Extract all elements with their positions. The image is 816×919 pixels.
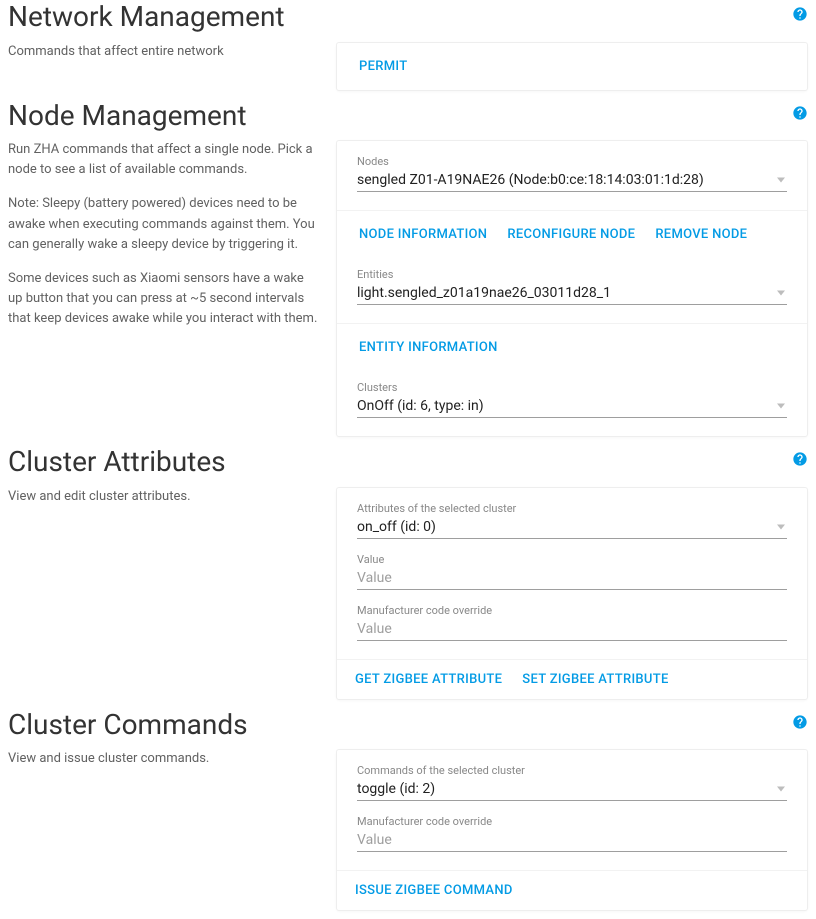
chevron-down-icon [777, 291, 785, 296]
cmds-title: Cluster Commands [8, 708, 320, 742]
issue-command-button[interactable]: Issue Zigbee Command [353, 879, 515, 902]
attrs-mfg-label: Manufacturer code override [357, 604, 787, 617]
chevron-down-icon [777, 178, 785, 183]
attrs-value-input[interactable] [357, 567, 787, 590]
remove-node-button[interactable]: Remove Node [653, 223, 749, 246]
node-desc-1: Run ZHA commands that affect a single no… [8, 140, 320, 180]
node-heading-row: Node Management [8, 99, 808, 133]
help-icon[interactable] [792, 6, 808, 22]
attributes-select[interactable]: on_off (id: 0) [357, 516, 787, 539]
network-section: Commands that affect entire network Perm… [8, 42, 808, 91]
nodes-label: Nodes [357, 155, 787, 168]
clusters-select[interactable]: OnOff (id: 6, type: in) [357, 395, 787, 418]
nodes-select[interactable]: sengled Z01-A19NAE26 (Node:b0:ce:18:14:0… [357, 169, 787, 192]
network-heading-row: Network Management [8, 0, 808, 34]
network-desc: Commands that affect entire network [8, 42, 320, 62]
node-desc-2: Note: Sleepy (battery powered) devices n… [8, 194, 320, 254]
cmds-field-label: Commands of the selected cluster [357, 764, 787, 777]
cmds-desc: View and issue cluster commands. [8, 749, 320, 769]
clusters-label: Clusters [357, 381, 787, 394]
attrs-field-label: Attributes of the selected cluster [357, 502, 787, 515]
attrs-desc: View and edit cluster attributes. [8, 487, 320, 507]
reconfigure-node-button[interactable]: Reconfigure Node [505, 223, 637, 246]
help-icon[interactable] [792, 714, 808, 730]
help-icon[interactable] [792, 105, 808, 121]
network-title: Network Management [8, 0, 320, 34]
entities-value: light.sengled_z01a19nae26_03011d28_1 [357, 282, 787, 304]
cmds-section: View and issue cluster commands. Command… [8, 749, 808, 911]
attrs-card: Attributes of the selected cluster on_of… [336, 487, 808, 700]
chevron-down-icon [777, 787, 785, 792]
nodes-value: sengled Z01-A19NAE26 (Node:b0:ce:18:14:0… [357, 169, 787, 191]
attributes-value: on_off (id: 0) [357, 516, 787, 538]
help-icon[interactable] [792, 451, 808, 467]
attrs-heading-row: Cluster Attributes [8, 445, 808, 479]
cmds-heading-row: Cluster Commands [8, 708, 808, 742]
attrs-mfg-input[interactable] [357, 618, 787, 641]
network-card: Permit [336, 42, 808, 91]
node-information-button[interactable]: Node Information [357, 223, 489, 246]
chevron-down-icon [777, 404, 785, 409]
node-card: Nodes sengled Z01-A19NAE26 (Node:b0:ce:1… [336, 140, 808, 437]
commands-value: toggle (id: 2) [357, 778, 787, 800]
permit-button[interactable]: Permit [357, 55, 409, 78]
cmds-card: Commands of the selected cluster toggle … [336, 749, 808, 911]
cmds-mfg-input[interactable] [357, 829, 787, 852]
chevron-down-icon [777, 524, 785, 529]
attrs-section: View and edit cluster attributes. Attrib… [8, 487, 808, 700]
attrs-value-label: Value [357, 553, 787, 566]
entities-label: Entities [357, 268, 787, 281]
node-title: Node Management [8, 99, 320, 133]
cmds-mfg-label: Manufacturer code override [357, 815, 787, 828]
set-attribute-button[interactable]: Set Zigbee Attribute [520, 668, 670, 691]
entity-information-button[interactable]: Entity Information [357, 336, 500, 359]
clusters-value: OnOff (id: 6, type: in) [357, 395, 787, 417]
attrs-title: Cluster Attributes [8, 445, 320, 479]
node-desc-3: Some devices such as Xiaomi sensors have… [8, 269, 320, 329]
commands-select[interactable]: toggle (id: 2) [357, 778, 787, 801]
entities-select[interactable]: light.sengled_z01a19nae26_03011d28_1 [357, 282, 787, 305]
get-attribute-button[interactable]: Get Zigbee Attribute [353, 668, 504, 691]
node-section: Run ZHA commands that affect a single no… [8, 140, 808, 437]
